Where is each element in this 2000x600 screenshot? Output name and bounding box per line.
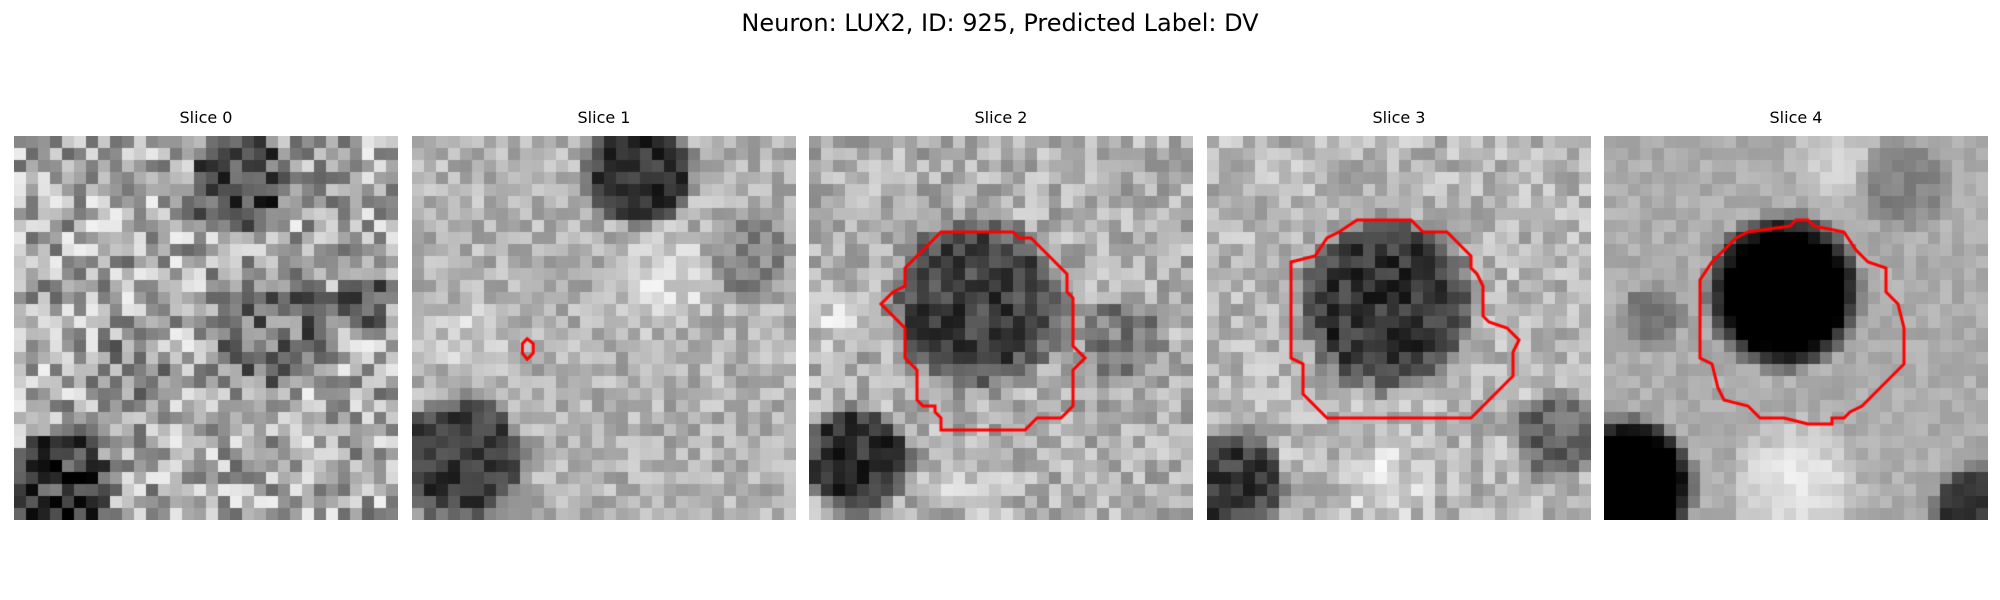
slice-title: Slice 1	[577, 108, 631, 127]
slice-image	[14, 136, 398, 520]
slice-image	[1207, 136, 1591, 520]
slice-panel-1: Slice 1	[412, 108, 796, 520]
figure-title: Neuron: LUX2, ID: 925, Predicted Label: …	[741, 9, 1259, 37]
slice-title: Slice 0	[179, 108, 233, 127]
slice-image	[809, 136, 1193, 520]
slice-image	[1604, 136, 1988, 520]
slice-image	[412, 136, 796, 520]
slice-panel-4: Slice 4	[1604, 108, 1988, 520]
slice-panel-3: Slice 3	[1207, 108, 1591, 520]
slice-title: Slice 4	[1769, 108, 1823, 127]
slice-panel-2: Slice 2	[809, 108, 1193, 520]
slice-panel-0: Slice 0	[14, 108, 398, 520]
slice-title: Slice 2	[974, 108, 1028, 127]
slice-title: Slice 3	[1372, 108, 1426, 127]
